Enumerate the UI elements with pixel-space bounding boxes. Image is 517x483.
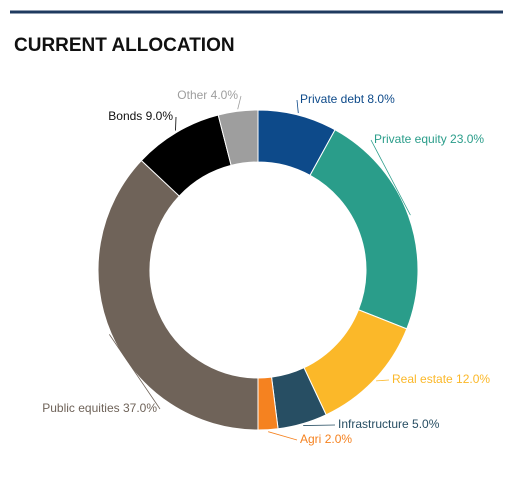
slice-name: Infrastructure — [338, 417, 409, 431]
leader-line — [376, 379, 390, 382]
slice-value: 9.0% — [146, 109, 174, 123]
leader-line — [303, 424, 336, 426]
slice-value: 4.0% — [211, 88, 239, 102]
slice-label: Other 4.0% — [177, 88, 238, 102]
slice-value: 37.0% — [123, 401, 157, 415]
leader-line — [296, 99, 299, 114]
slice-label: Agri 2.0% — [300, 432, 352, 446]
slice-value: 2.0% — [325, 432, 353, 446]
slice-name: Other — [177, 88, 207, 102]
slice-value: 12.0% — [456, 372, 490, 386]
donut-segment — [217, 109, 259, 167]
slice-label: Real estate 12.0% — [392, 372, 490, 386]
leader-line — [268, 431, 298, 441]
slice-value: 8.0% — [367, 92, 395, 106]
slice-label: Private debt 8.0% — [300, 92, 395, 106]
slice-label: Bonds 9.0% — [108, 109, 173, 123]
slice-label: Infrastructure 5.0% — [338, 417, 440, 431]
donut-segment — [303, 309, 408, 416]
slice-name: Bonds — [108, 109, 142, 123]
slice-name: Public equities — [42, 401, 119, 415]
slice-value: 5.0% — [412, 417, 440, 431]
chart-title: CURRENT ALLOCATION — [14, 35, 235, 56]
leader-line — [237, 95, 242, 110]
slice-name: Agri — [300, 432, 321, 446]
donut-segment — [309, 129, 419, 330]
slice-label: Private equity 23.0% — [374, 132, 484, 146]
slice-value: 23.0% — [450, 132, 484, 146]
slice-label: Public equities 37.0% — [42, 401, 157, 415]
donut-segment — [97, 159, 259, 431]
slice-name: Real estate — [392, 372, 453, 386]
leader-line — [108, 334, 161, 410]
slice-name: Private equity — [374, 132, 447, 146]
leader-line — [370, 139, 411, 216]
slice-name: Private debt — [300, 92, 365, 106]
